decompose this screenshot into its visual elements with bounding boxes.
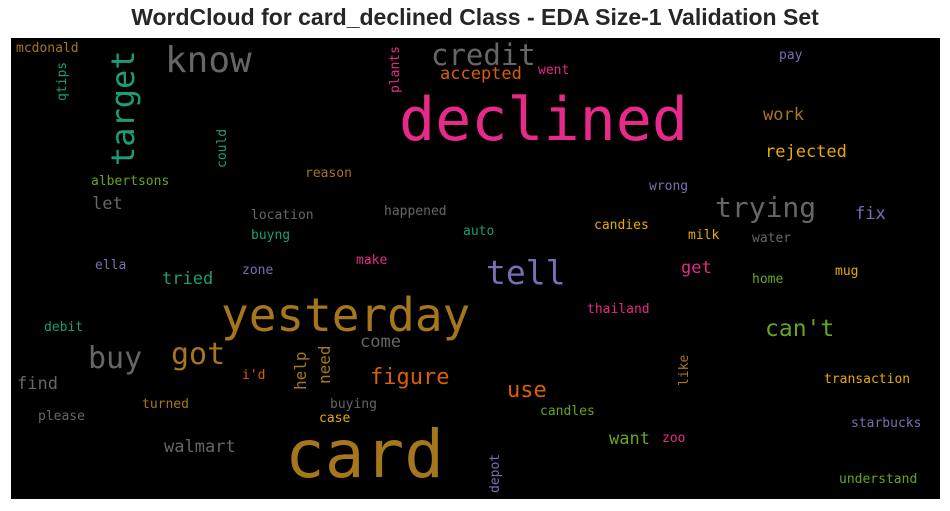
- word-depot: depot: [488, 453, 503, 493]
- word-like: like: [677, 354, 692, 386]
- word-reason: reason: [305, 166, 352, 181]
- word-declined: declined: [399, 85, 688, 155]
- word-ella: ella: [95, 258, 127, 273]
- word-need: need: [315, 345, 334, 384]
- word-starbucks: starbucks: [851, 416, 922, 431]
- word-milk: milk: [688, 228, 720, 243]
- word-use: use: [507, 378, 547, 403]
- word-home: home: [752, 272, 784, 287]
- word-find: find: [17, 374, 58, 394]
- word-know: know: [165, 40, 252, 81]
- word-work: work: [763, 105, 804, 125]
- word-help: help: [291, 351, 310, 390]
- word-zone: zone: [242, 263, 274, 278]
- word-tried: tried: [162, 269, 214, 289]
- word-wrong: wrong: [649, 179, 689, 194]
- word-candles: candles: [540, 404, 595, 419]
- chart-title: WordCloud for card_declined Class - EDA …: [131, 4, 819, 30]
- word-come: come: [360, 332, 401, 352]
- word-zoo: zoo: [662, 431, 686, 446]
- word-got: got: [171, 337, 226, 372]
- word-please: please: [38, 409, 85, 424]
- word-pay: pay: [779, 48, 803, 63]
- word-thailand: thailand: [587, 302, 650, 317]
- word-buy: buy: [88, 341, 143, 376]
- word-mug: mug: [835, 264, 859, 279]
- word-make: make: [356, 253, 388, 268]
- word-debit: debit: [44, 320, 84, 335]
- word-rejected: rejected: [765, 142, 847, 162]
- word-auto: auto: [463, 224, 495, 239]
- word-case: case: [319, 411, 351, 426]
- word-i-d: i'd: [242, 368, 266, 383]
- word-plants: plants: [388, 46, 403, 93]
- word-mcdonald: mcdonald: [16, 41, 79, 56]
- word-can-t: can't: [765, 316, 835, 342]
- word-accepted: accepted: [440, 64, 522, 84]
- word-buying: buying: [330, 397, 377, 412]
- word-albertsons: albertsons: [91, 174, 170, 189]
- word-location: location: [251, 208, 314, 223]
- word-credit: credit: [431, 38, 536, 72]
- word-understand: understand: [839, 472, 918, 487]
- word-went: went: [538, 63, 570, 78]
- word-card: card: [285, 416, 444, 493]
- word-fix: fix: [855, 204, 886, 224]
- word-walmart: walmart: [164, 437, 236, 457]
- word-get: get: [681, 258, 712, 278]
- word-yesterday: yesterday: [221, 288, 471, 342]
- word-could: could: [215, 128, 230, 168]
- word-water: water: [752, 231, 792, 246]
- word-happened: happened: [384, 204, 447, 219]
- word-let: let: [92, 194, 123, 214]
- word-transaction: transaction: [824, 372, 911, 387]
- word-target: target: [104, 50, 142, 166]
- word-qtips: qtips: [55, 61, 70, 101]
- word-trying: trying: [715, 191, 817, 224]
- word-figure: figure: [370, 365, 450, 390]
- word-candies: candies: [594, 218, 649, 233]
- word-turned: turned: [142, 397, 189, 412]
- word-want: want: [609, 429, 650, 449]
- word-tell: tell: [486, 253, 566, 292]
- word-buyng: buyng: [251, 228, 291, 243]
- wordcloud-canvas: card declined yesterday know target credit acc…: [11, 38, 940, 499]
